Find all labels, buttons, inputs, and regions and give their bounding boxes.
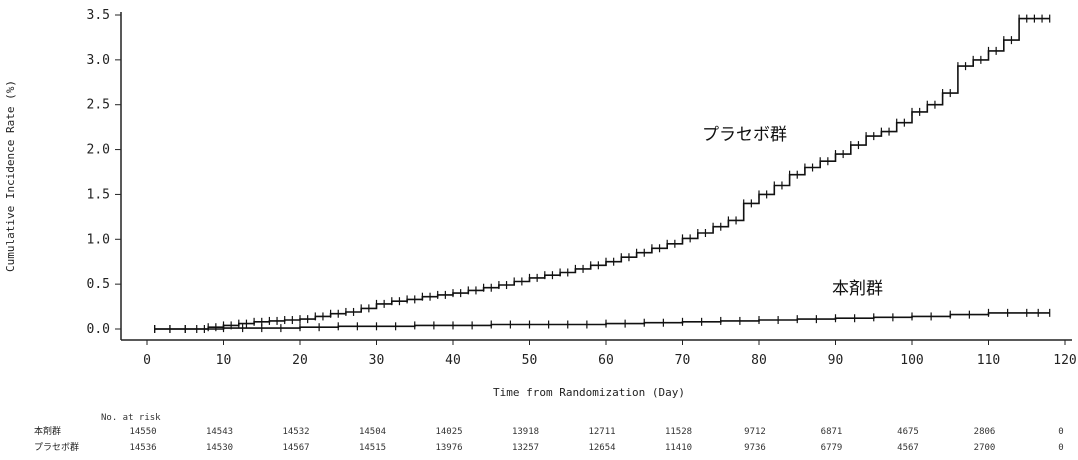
- series-line-drug: [154, 312, 1050, 330]
- series-label-drug: 本剤群: [832, 279, 883, 299]
- risk-value: 14536: [129, 443, 156, 453]
- risk-table-title: No. at risk: [101, 413, 161, 423]
- x-tick-label: 110: [977, 353, 1000, 368]
- risk-value: 2700: [974, 443, 996, 453]
- x-tick-label: 20: [292, 353, 308, 368]
- axes: [120, 12, 1072, 341]
- y-tick-label: 2.5: [87, 98, 110, 113]
- risk-value: 9736: [744, 443, 766, 453]
- risk-value: 4675: [897, 427, 919, 437]
- risk-value: 13257: [512, 443, 539, 453]
- risk-value: 4567: [897, 443, 919, 453]
- risk-value: 14543: [206, 427, 233, 437]
- series-layer: [154, 14, 1051, 333]
- x-tick-label: 100: [900, 353, 923, 368]
- x-tick-label: 50: [522, 353, 538, 368]
- risk-value: 14550: [129, 427, 156, 437]
- x-tick-label: 120: [1053, 353, 1076, 368]
- y-tick-label: 1.5: [87, 187, 110, 202]
- risk-value: 11410: [665, 443, 692, 453]
- y-tick-label: 2.0: [87, 143, 110, 158]
- x-tick-label: 10: [216, 353, 232, 368]
- risk-value: 9712: [744, 427, 766, 437]
- risk-value: 0: [1058, 427, 1063, 437]
- series-label-placebo: プラセボ群: [702, 125, 787, 145]
- x-tick-label: 30: [369, 353, 385, 368]
- x-tick-label: 60: [598, 353, 614, 368]
- y-tick-label: 3.5: [87, 8, 110, 23]
- x-tick-label: 90: [828, 353, 844, 368]
- y-tick-label: 0.0: [87, 322, 110, 337]
- risk-value: 14530: [206, 443, 233, 453]
- risk-value: 14567: [282, 443, 309, 453]
- series-line-placebo: [154, 17, 1050, 330]
- x-tick-label: 0: [143, 353, 151, 368]
- risk-value: 12654: [588, 443, 615, 453]
- risk-value: 14532: [282, 427, 309, 437]
- risk-value: 0: [1058, 443, 1063, 453]
- risk-value: 6871: [821, 427, 843, 437]
- x-ticks: 0 10 20 30 40 50 60 70 80 90 100 110 120: [143, 340, 1077, 368]
- x-axis-label: Time from Randomization (Day): [493, 386, 685, 399]
- risk-value: 13918: [512, 427, 539, 437]
- y-tick-label: 0.5: [87, 277, 110, 292]
- risk-value: 2806: [974, 427, 996, 437]
- risk-value: 14515: [359, 443, 386, 453]
- y-tick-label: 1.0: [87, 232, 110, 247]
- risk-value: 6779: [821, 443, 843, 453]
- x-tick-label: 40: [445, 353, 461, 368]
- x-tick-label: 70: [675, 353, 691, 368]
- risk-row-label-placebo: プラセボ群: [34, 441, 79, 453]
- risk-values: 14550 14543 14532 14504 14025 13918 12711 11528…: [129, 427, 1063, 453]
- risk-row-label-drug: 本剤群: [34, 425, 61, 437]
- y-tick-label: 3.0: [87, 53, 110, 68]
- risk-table: No. at risk 本剤群 プラセボ群 14550 14543 14532 145…: [34, 413, 1064, 453]
- y-ticks: 0.0 0.5 1.0 1.5 2.0 2.5 3.0 3.5: [87, 8, 121, 337]
- risk-value: 14025: [435, 427, 462, 437]
- y-axis-label: Cumulative Incidence Rate (%): [4, 80, 17, 272]
- risk-value: 14504: [359, 427, 386, 437]
- risk-value: 13976: [435, 443, 462, 453]
- risk-value: 12711: [588, 427, 615, 437]
- x-tick-label: 80: [751, 353, 767, 368]
- risk-value: 11528: [665, 427, 692, 437]
